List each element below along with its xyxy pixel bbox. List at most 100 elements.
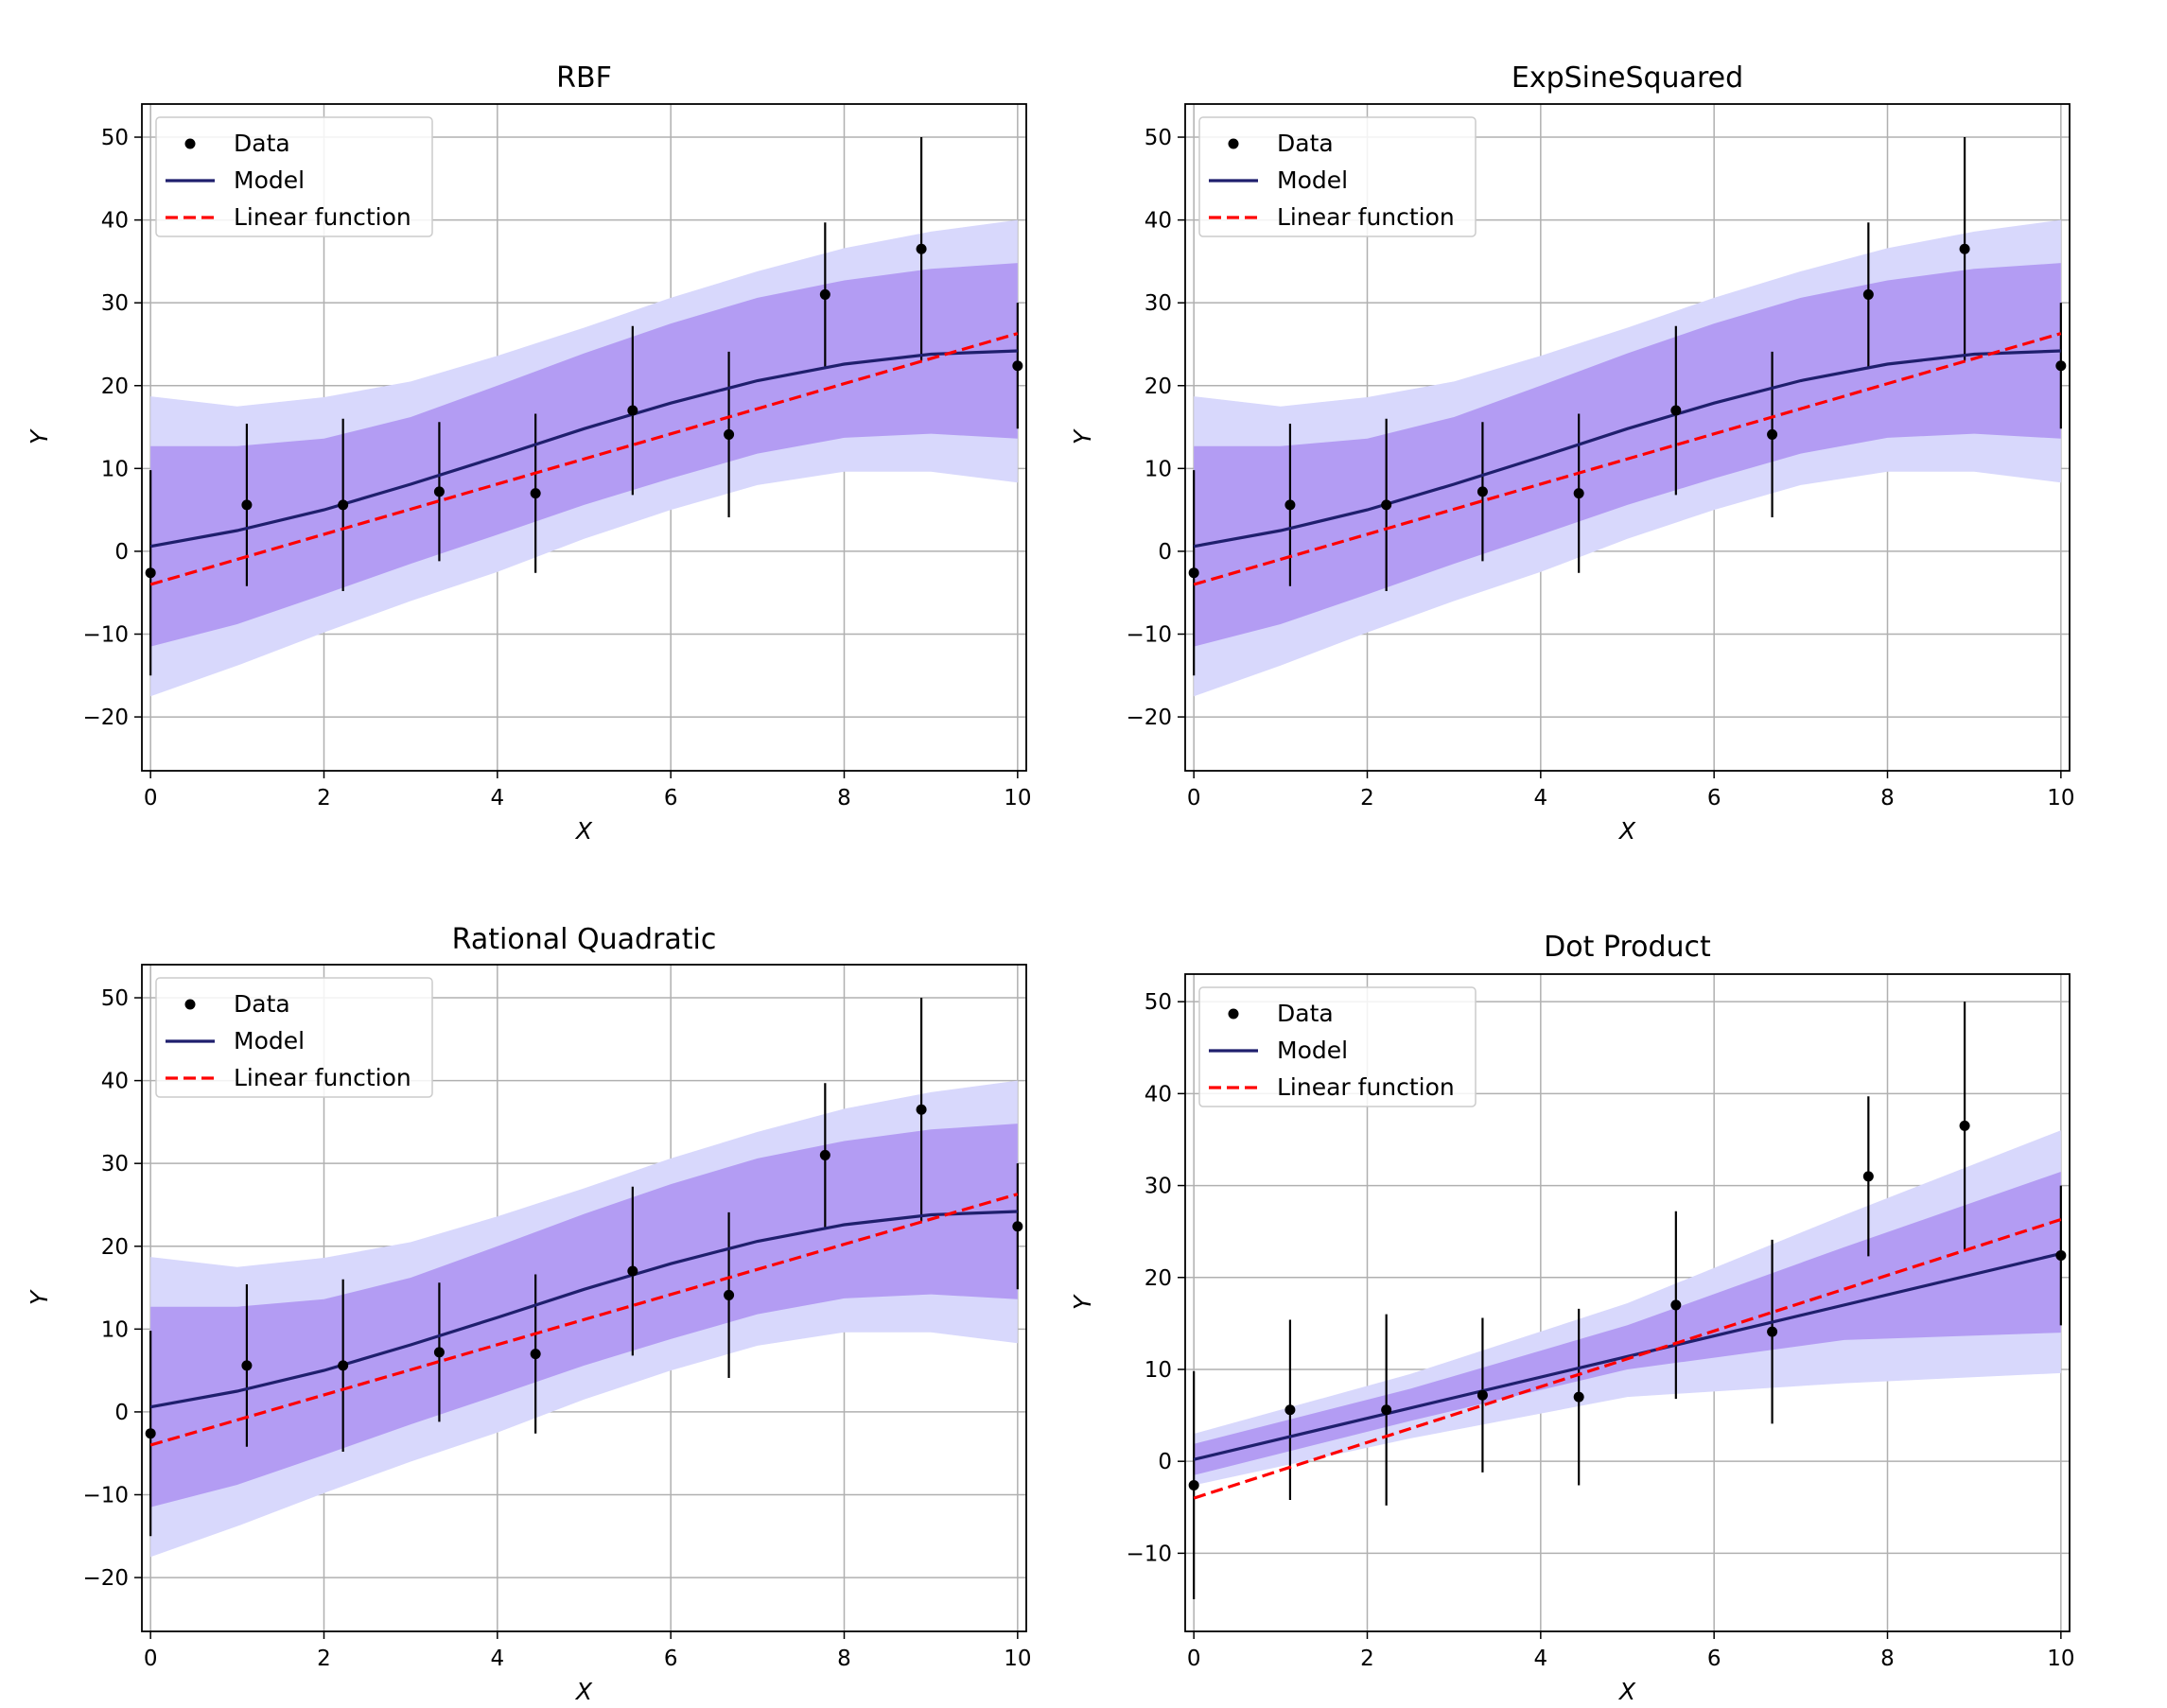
y-tick-label: 20	[1145, 375, 1172, 399]
data-point	[1012, 1221, 1023, 1232]
confidence-band-inner	[1194, 263, 2061, 647]
legend-label: Model	[1277, 166, 1348, 194]
chart-title: Rational Quadratic	[452, 923, 717, 956]
y-tick-label: 0	[114, 540, 129, 565]
data-point	[1670, 1299, 1682, 1311]
chart-title: RBF	[556, 61, 612, 95]
axes-frame	[1184, 973, 2071, 1632]
data-point	[1188, 567, 1199, 579]
legend: Data Model Linear function	[1198, 116, 1477, 237]
y-tick-label: 40	[1145, 1082, 1172, 1107]
data-point	[1284, 499, 1296, 511]
chart-panel-4: 0 2 4 6 8 10 −10 0 10 20 30 40 50 Dot Product X Y Data Mo…	[1069, 931, 2074, 1705]
data-point	[916, 1104, 927, 1115]
y-tick-label: 20	[101, 375, 129, 399]
x-tick-label: 8	[837, 1647, 851, 1671]
x-tick-label: 6	[664, 786, 678, 810]
x-tick-label: 2	[1360, 1647, 1374, 1671]
x-tick-label: 0	[1187, 786, 1201, 810]
y-tick-label: −10	[1126, 1542, 1172, 1566]
legend: Data Model Linear function	[155, 116, 433, 237]
data-point	[1381, 499, 1392, 511]
y-tick-label: 50	[1145, 126, 1172, 150]
data-point	[916, 243, 927, 254]
legend-label: Data	[234, 990, 290, 1018]
legend-label: Data	[1277, 1000, 1334, 1027]
y-tick-label: 50	[101, 986, 129, 1011]
y-tick-label: −10	[82, 1483, 129, 1508]
x-tick-label: 2	[1360, 786, 1374, 810]
data-point	[145, 1428, 156, 1439]
axes-frame	[141, 964, 1027, 1632]
data-point	[724, 428, 735, 440]
legend-label: Linear function	[234, 203, 411, 231]
plot-area	[145, 998, 1023, 1558]
legend-data-marker	[1228, 1008, 1239, 1020]
model-line	[1193, 349, 2061, 549]
y-tick-label: 0	[114, 1401, 129, 1425]
model-line	[149, 349, 1018, 549]
linear-function-line	[149, 1193, 1019, 1447]
y-tick-label: 50	[1145, 990, 1172, 1015]
confidence-band-inner	[150, 1124, 1018, 1508]
data-point	[1959, 1120, 1970, 1131]
legend-label: Model	[1277, 1037, 1348, 1064]
y-tick-label: 40	[1145, 209, 1172, 234]
x-axis-label: X	[574, 817, 593, 845]
data-point	[627, 405, 638, 416]
chart-panel-1: 0 2 4 6 8 10 −20 −10 0 10 20 30 40 50 RBF X Y Data Model Li…	[26, 61, 1031, 845]
data-point	[1477, 1389, 1488, 1401]
y-tick-label: 30	[1145, 1175, 1172, 1199]
y-tick-label: 20	[101, 1235, 129, 1260]
x-tick-label: 10	[1004, 1647, 1031, 1671]
y-tick-label: 40	[101, 1070, 129, 1094]
data-point	[1767, 428, 1778, 440]
data-point	[1767, 1326, 1778, 1337]
data-point	[627, 1265, 638, 1277]
data-point	[1477, 486, 1488, 497]
y-tick-label: 0	[1158, 1450, 1172, 1474]
legend-box	[1198, 116, 1477, 237]
linear-function-line	[149, 332, 1019, 586]
x-tick-label: 10	[1004, 786, 1031, 810]
data-point	[338, 1360, 349, 1371]
y-tick-label: 50	[101, 126, 129, 150]
data-point	[1959, 243, 1970, 254]
y-tick-label: 20	[1145, 1266, 1172, 1291]
plot-area	[1188, 1002, 2067, 1599]
data-point	[241, 499, 253, 511]
x-tick-label: 2	[317, 786, 331, 810]
y-tick-label: 30	[101, 291, 129, 316]
plot-area	[1188, 137, 2067, 697]
data-point	[1862, 288, 1874, 300]
legend-box	[155, 116, 433, 237]
y-tick-label: 40	[101, 209, 129, 234]
x-tick-label: 8	[1880, 1647, 1895, 1671]
legend: Data Model Linear function	[1198, 986, 1477, 1107]
data-point	[2055, 360, 2067, 372]
legend-label: Linear function	[1277, 203, 1455, 231]
data-point	[530, 488, 541, 499]
data-point	[1188, 1479, 1199, 1490]
legend-label: Model	[234, 1027, 305, 1054]
linear-function-line	[1193, 1217, 2062, 1500]
linear-function-line	[1193, 332, 2062, 586]
confidence-band-inner	[1194, 1172, 2061, 1475]
data-point	[1284, 1404, 1296, 1416]
x-tick-label: 6	[1707, 1647, 1721, 1671]
data-point	[433, 1347, 445, 1358]
data-point	[241, 1360, 253, 1371]
x-tick-label: 0	[144, 1647, 158, 1671]
x-tick-label: 6	[664, 1647, 678, 1671]
data-point	[145, 567, 156, 579]
y-axis-label: Y	[1069, 1294, 1096, 1310]
x-axis-label: X	[574, 1678, 593, 1705]
y-tick-label: 10	[1145, 457, 1172, 481]
model-line	[149, 1210, 1018, 1409]
confidence-band-inner	[150, 263, 1018, 647]
x-tick-label: 8	[1880, 786, 1895, 810]
data-point	[1381, 1404, 1392, 1416]
data-point	[1670, 405, 1682, 416]
legend-label: Data	[1277, 130, 1334, 157]
legend-label: Data	[234, 130, 290, 157]
